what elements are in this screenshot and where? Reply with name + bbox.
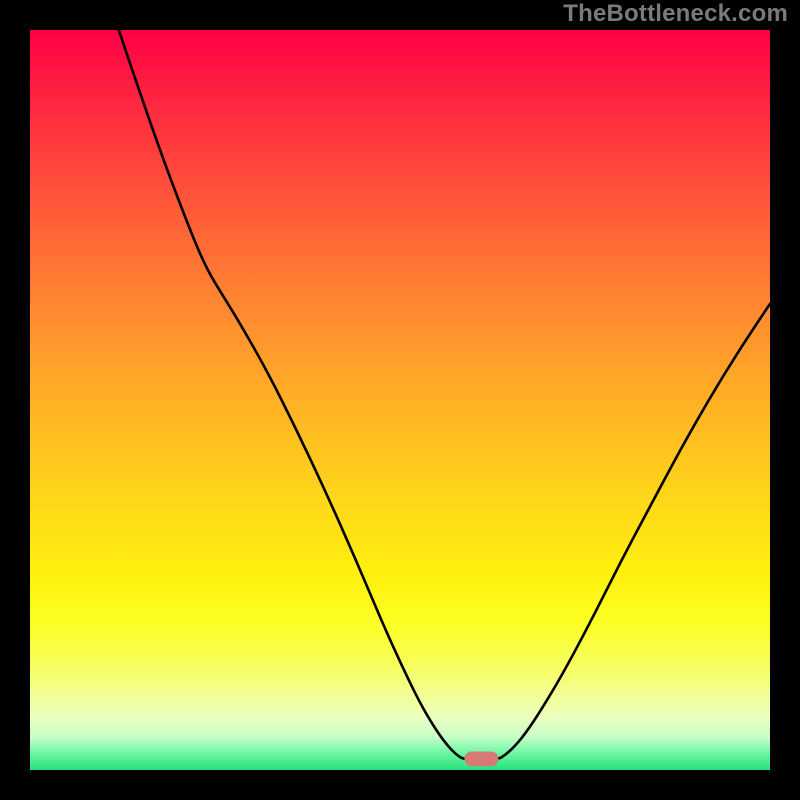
- plot-area: [30, 30, 770, 770]
- plot-svg: [30, 30, 770, 770]
- chart-root: TheBottleneck.com: [0, 0, 800, 800]
- optimum-marker: [464, 752, 498, 767]
- watermark-label: TheBottleneck.com: [563, 0, 788, 28]
